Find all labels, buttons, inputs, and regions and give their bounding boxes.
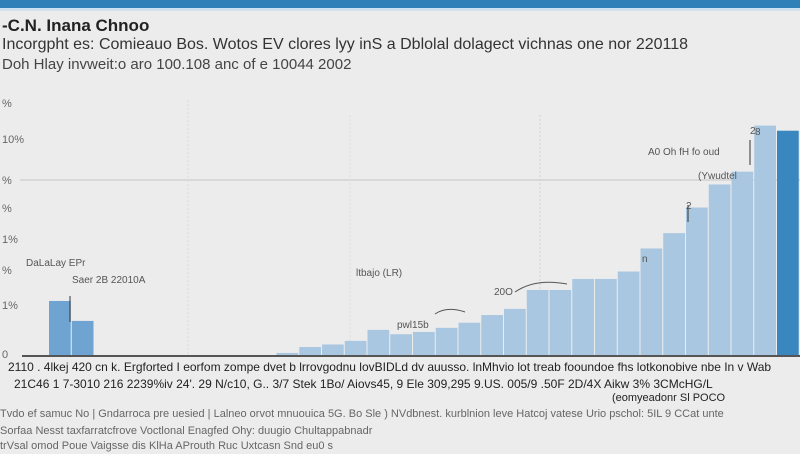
y-tick-label: % <box>2 264 12 277</box>
data-annotation: 2 <box>750 126 756 137</box>
y-tick-label: % <box>2 174 12 187</box>
data-annotation: n <box>642 254 648 265</box>
data-annotation: 8 <box>755 127 761 138</box>
bar <box>754 125 776 356</box>
bar <box>549 289 572 356</box>
footer-note-3: trVsal omod Poue Vaigsse dis KlHa AProut… <box>0 440 334 452</box>
data-annotation: ltbajo (LR) <box>356 268 403 279</box>
bar <box>390 334 412 356</box>
bar <box>708 184 731 356</box>
bar <box>71 320 94 356</box>
bar <box>413 331 435 356</box>
y-tick-label: 1% <box>2 300 18 313</box>
footer-note-2: Sorfaa Nesst taxfarratcfrove Voctlonal E… <box>0 425 373 437</box>
data-annotation: pwl15b <box>397 320 429 331</box>
chart-title: -C.N. Inana Chnoo <box>2 16 150 35</box>
data-annotation: DaLaLay EPr <box>26 258 86 269</box>
x-axis-labels-row-1: 2110 . 4lkej 420 cn k. Ergforted I eorfo… <box>8 360 772 374</box>
bar <box>504 308 526 356</box>
bar <box>686 207 708 356</box>
bar <box>777 130 799 356</box>
data-annotation: Saer 2B 22010A <box>72 275 146 286</box>
annotation-curve <box>434 308 466 315</box>
top-accent-stripe <box>0 8 800 11</box>
bar <box>481 315 503 356</box>
bar <box>572 278 594 356</box>
top-accent-bar <box>0 0 800 8</box>
y-tick-label: % <box>2 98 12 111</box>
bar <box>617 271 640 356</box>
bar <box>595 278 617 356</box>
bar <box>640 248 663 356</box>
data-annotation: 20O <box>494 287 513 298</box>
y-tick-label: % <box>2 203 12 216</box>
chart-subtitle-2: Doh Hlay invweit:o aro 100.108 anc of e … <box>2 56 352 73</box>
data-annotation: A0 Oh fH fo oud <box>648 147 720 158</box>
annotation-curve <box>514 281 568 293</box>
bar <box>458 322 481 356</box>
footer-note-1: Tvdo ef samuc No | Gndarroca pre uesied … <box>0 408 724 420</box>
y-tick-label: 1% <box>2 233 18 246</box>
y-tick-label: 0 <box>2 349 9 361</box>
bar <box>367 329 390 356</box>
bar <box>299 347 321 356</box>
bar <box>731 171 754 356</box>
bar <box>49 300 71 356</box>
chart-subtitle: Incorgpht es: Comieauo Bos. Wotos EV clo… <box>2 36 689 53</box>
bar <box>526 289 549 356</box>
data-annotation: 2 <box>686 201 692 212</box>
bar <box>344 340 367 356</box>
x-axis-labels-row-3: (eomyeadonr Sl POCO <box>612 392 726 404</box>
bar <box>435 327 458 356</box>
bar <box>322 344 344 356</box>
y-tick-label: 10% <box>2 133 25 146</box>
bar <box>663 233 685 356</box>
bar <box>276 352 299 356</box>
data-annotation: (Ywudtel <box>698 171 737 182</box>
x-axis-labels-row-2: 21C46 1 7-3010 216 2239%iv 24'. 29 N/c10… <box>14 377 713 391</box>
